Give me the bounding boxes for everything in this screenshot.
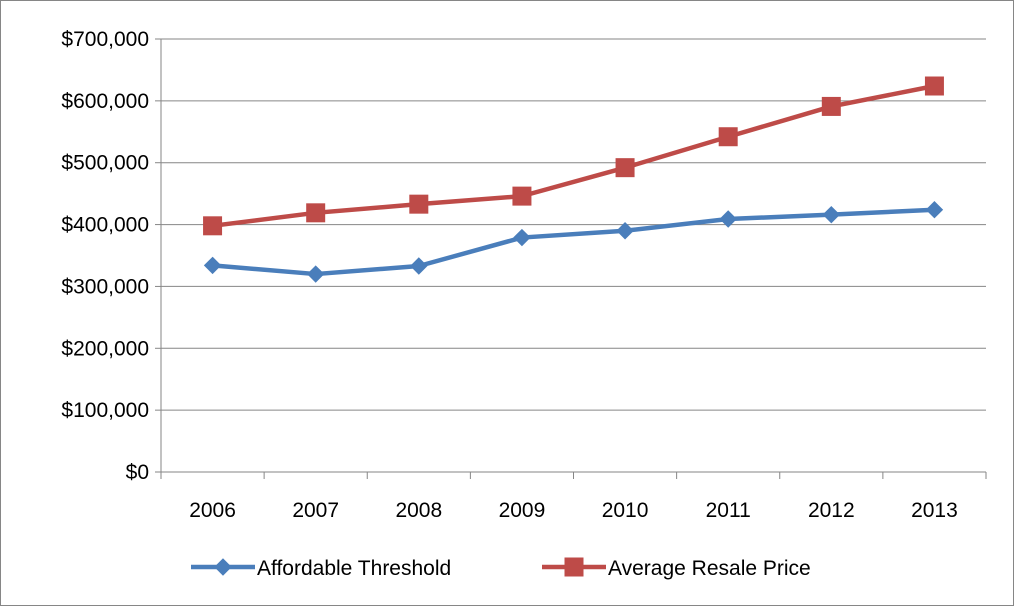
data-point [719, 210, 737, 228]
data-point [616, 222, 634, 240]
data-point [615, 158, 635, 178]
legend-entry: Average Resale Price [542, 557, 811, 580]
x-tick-label: 2007 [292, 499, 339, 522]
legend-entry: Affordable Threshold [191, 557, 451, 580]
legend-marker [564, 557, 584, 577]
data-point [924, 76, 944, 96]
y-tick-label: $200,000 [61, 337, 149, 360]
series-line [210, 207, 937, 277]
x-tick-label: 2013 [911, 499, 958, 522]
x-tick-label: 2009 [499, 499, 546, 522]
data-point [306, 203, 326, 223]
y-tick-label: $100,000 [61, 399, 149, 422]
legend: Affordable Threshold Average Resale Price [191, 557, 811, 580]
data-point [512, 186, 532, 206]
legend-marker [214, 558, 232, 576]
gridlines [161, 38, 986, 411]
data-point [513, 228, 531, 247]
data-point [306, 265, 325, 283]
y-tick-label: $300,000 [61, 275, 149, 298]
series-2 [203, 76, 944, 236]
legend-label: Average Resale Price [608, 557, 811, 580]
x-tick-label: 2010 [602, 499, 649, 522]
y-tick-label: $500,000 [61, 152, 149, 175]
y-tick-label: $600,000 [61, 90, 149, 113]
x-tick-label: 2008 [395, 499, 442, 522]
series-line [210, 83, 937, 229]
data-point [822, 205, 841, 224]
x-tick-label: 2012 [808, 499, 855, 522]
data-point [203, 216, 223, 236]
y-tick-label: $400,000 [61, 214, 149, 237]
y-axis-tick-labels: $0 $100,000 $200,000 $300,000 $400,000 $500,0… [61, 28, 149, 484]
data-point [203, 256, 222, 275]
data-point [410, 257, 428, 275]
x-tick-label: 2006 [189, 499, 236, 522]
y-tick-label: $0 [126, 461, 149, 484]
x-axis-tick-labels: 2006 2007 2008 2009 2010 2011 2012 2013 [189, 499, 958, 522]
data-point [718, 127, 738, 147]
data-point [409, 194, 429, 214]
series-1 [203, 201, 944, 283]
axes [155, 38, 987, 479]
legend-label: Affordable Threshold [257, 557, 451, 580]
data-point [821, 96, 841, 116]
x-tick-label: 2011 [706, 499, 751, 522]
y-tick-label: $700,000 [61, 28, 149, 51]
series [203, 76, 944, 283]
data-point [925, 201, 944, 219]
